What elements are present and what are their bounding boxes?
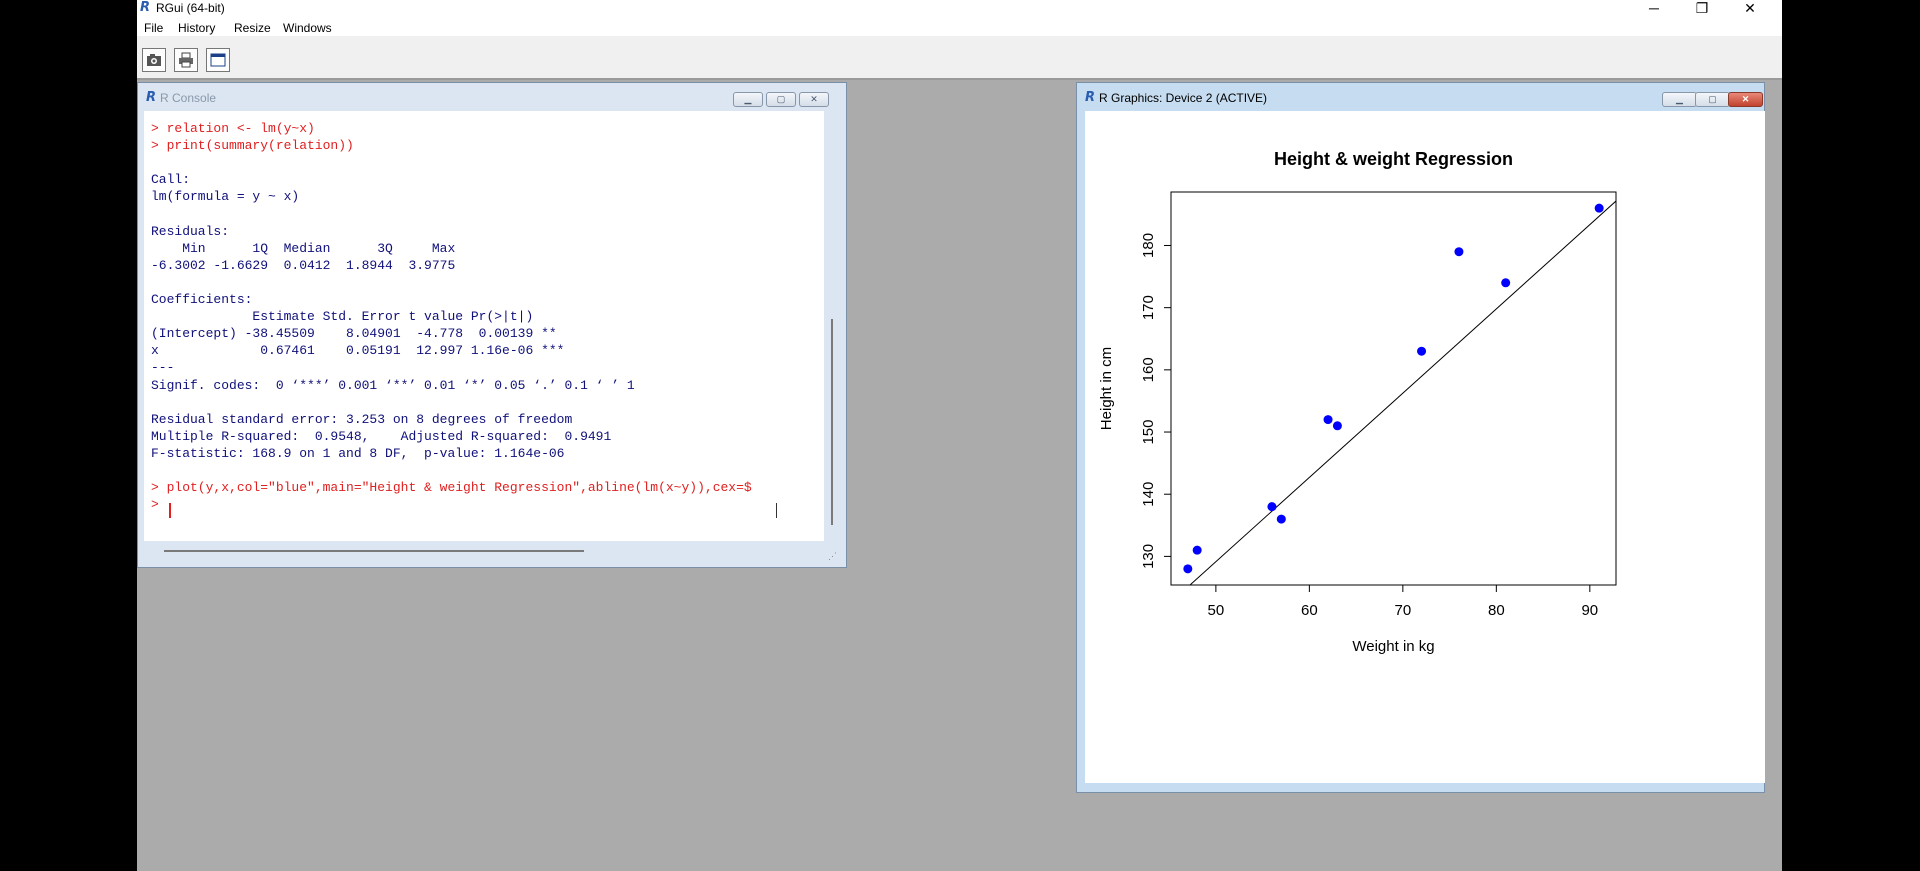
y-tick-label: 170 [1140, 295, 1157, 320]
y-tick-label: 140 [1140, 482, 1157, 507]
minimize-button[interactable]: ─ [1649, 0, 1659, 16]
console-line: x 0.67461 0.05191 12.997 1.16e-06 *** [151, 343, 565, 359]
x-tick-label: 60 [1301, 602, 1318, 619]
console-line: (Intercept) -38.45509 8.04901 -4.778 0.0… [151, 326, 557, 342]
console-line: Signif. codes: 0 ‘***’ 0.001 ‘**’ 0.01 ‘… [151, 377, 635, 393]
x-tick-label: 70 [1395, 602, 1412, 619]
resize-grip-icon[interactable]: ⋰ [828, 551, 837, 561]
app-titlebar: R RGui (64-bit) ─ ❐ ✕ [137, 0, 1782, 18]
x-axis-label: Weight in kg [1352, 638, 1434, 655]
r-console-logo-icon: R [146, 90, 157, 105]
data-point [1192, 545, 1202, 555]
console-line: Min 1Q Median 3Q Max [151, 240, 456, 256]
console-line: > [151, 497, 167, 513]
graphics-title: R Graphics: Device 2 (ACTIVE) [1099, 91, 1268, 105]
menu-bar: File History Resize Windows [137, 18, 1782, 36]
console-title: R Console [160, 91, 217, 105]
print-icon [179, 52, 193, 68]
regression-line [1189, 200, 1616, 585]
console-minimize-button[interactable]: ▁ [733, 92, 763, 107]
x-tick-label: 90 [1581, 602, 1598, 619]
y-tick-label: 180 [1140, 233, 1157, 258]
x-tick-label: 80 [1488, 602, 1505, 619]
data-point [1594, 203, 1604, 213]
console-line: Coefficients: [151, 292, 253, 307]
console-line: lm(formula = y ~ x) [151, 189, 300, 205]
open-script-icon [147, 54, 161, 66]
data-point [1267, 502, 1277, 512]
r-logo-icon: R [140, 0, 151, 15]
data-point [1183, 564, 1193, 574]
y-tick-label: 130 [1140, 544, 1157, 569]
chart-title: Height & weight Regression [1274, 149, 1513, 169]
console-line: Residual standard error: 3.253 on 8 degr… [151, 411, 573, 427]
console-horizontal-scrollbar[interactable] [164, 550, 584, 552]
console-line: -6.3002 -1.6629 0.0412 1.8944 3.9775 [151, 257, 456, 273]
close-button[interactable]: ✕ [1744, 0, 1756, 16]
console-output[interactable]: > relation <- lm(y~x) > print(summary(rel… [144, 111, 824, 541]
console-line: > print(summary(relation)) [151, 138, 354, 154]
new-window-button[interactable] [206, 48, 230, 72]
graphics-minimize-button[interactable]: ▁ [1662, 92, 1697, 107]
plot-canvas: Height & weight Regression 50 60 70 80 90 130 1… [1085, 111, 1765, 783]
open-script-button[interactable] [142, 48, 166, 72]
text-cursor [169, 503, 171, 518]
console-line: Estimate Std. Error t value Pr(>|t|) [151, 309, 534, 325]
console-line: > relation <- lm(y~x) [151, 121, 315, 136]
y-tick-label: 150 [1140, 420, 1157, 445]
data-point [1323, 415, 1333, 425]
console-close-button[interactable]: ✕ [799, 92, 829, 107]
graphics-close-button[interactable]: ✕ [1728, 92, 1763, 107]
r-graphics-logo-icon: R [1085, 90, 1096, 105]
console-line: F-statistic: 168.9 on 1 and 8 DF, p-valu… [151, 445, 565, 461]
r-graphics-window[interactable]: R R Graphics: Device 2 (ACTIVE) ▁ ▢ ✕ He… [1076, 82, 1765, 793]
rgui-app: R RGui (64-bit) ─ ❐ ✕ File History Resiz… [137, 0, 1782, 871]
console-line: --- [151, 360, 175, 376]
console-line: Residuals: [151, 223, 230, 239]
scatter-plot: Height & weight Regression 50 60 70 80 90 130 1… [1098, 149, 1617, 655]
console-line: > plot(y,x,col="blue",main="Height & wei… [151, 480, 752, 496]
console-vertical-scrollbar[interactable] [831, 319, 833, 525]
menu-resize[interactable]: Resize [234, 21, 271, 35]
data-point [1332, 421, 1342, 431]
console-line: Multiple R-squared: 0.9548, Adjusted R-s… [151, 428, 612, 444]
y-axis-label: Height in cm [1098, 347, 1115, 430]
console-maximize-button[interactable]: ▢ [766, 92, 796, 107]
menu-file[interactable]: File [144, 21, 164, 35]
r-console-window[interactable]: R R Console ▁ ▢ ✕ > relation <- lm(y~x) >… [137, 82, 847, 568]
data-point [1417, 346, 1427, 356]
ibeam-cursor [776, 503, 777, 518]
console-line: Call: [151, 172, 191, 188]
x-tick-label: 50 [1208, 602, 1225, 619]
menu-history[interactable]: History [178, 21, 216, 35]
toolbar [137, 36, 1782, 80]
plot-box [1170, 191, 1617, 586]
console-caption: R R Console ▁ ▢ ✕ [138, 83, 846, 111]
data-point [1501, 278, 1511, 288]
restore-button[interactable]: ❐ [1695, 0, 1709, 16]
print-button[interactable] [174, 48, 198, 72]
new-window-icon [210, 53, 226, 67]
data-point [1276, 514, 1286, 524]
y-tick-label: 160 [1140, 357, 1157, 382]
graphics-maximize-button[interactable]: ▢ [1695, 92, 1730, 107]
data-point [1454, 247, 1464, 257]
graphics-caption: R R Graphics: Device 2 (ACTIVE) ▁ ▢ ✕ [1077, 83, 1764, 111]
menu-windows[interactable]: Windows [283, 21, 332, 35]
app-title: RGui (64-bit) [156, 1, 225, 15]
